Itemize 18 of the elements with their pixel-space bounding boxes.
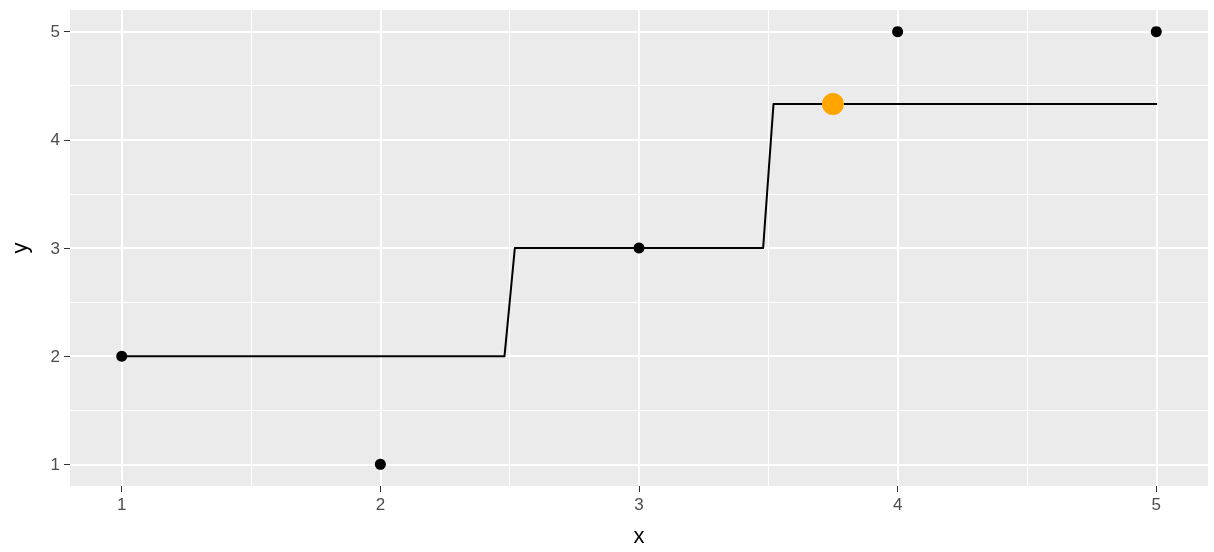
x-tick-label: 3	[634, 495, 644, 514]
point	[374, 458, 386, 470]
y-axis-title: y	[6, 242, 32, 254]
y-tick-label: 1	[50, 454, 60, 474]
x-tick-label: 5	[1151, 495, 1162, 514]
y-tick-label: 3	[50, 238, 60, 258]
x-tick-label: 1	[116, 495, 127, 514]
y-tick-label: 2	[50, 346, 60, 366]
x-tick-label: 4	[892, 495, 903, 514]
point	[822, 93, 844, 116]
y-tick-label: 5	[50, 22, 60, 42]
point	[116, 350, 128, 362]
point	[892, 26, 904, 38]
point	[1150, 26, 1162, 38]
y-tick-label: 4	[50, 130, 60, 150]
point	[633, 242, 645, 254]
x-tick-label: 2	[375, 495, 386, 514]
x-axis-title: x	[633, 522, 645, 548]
